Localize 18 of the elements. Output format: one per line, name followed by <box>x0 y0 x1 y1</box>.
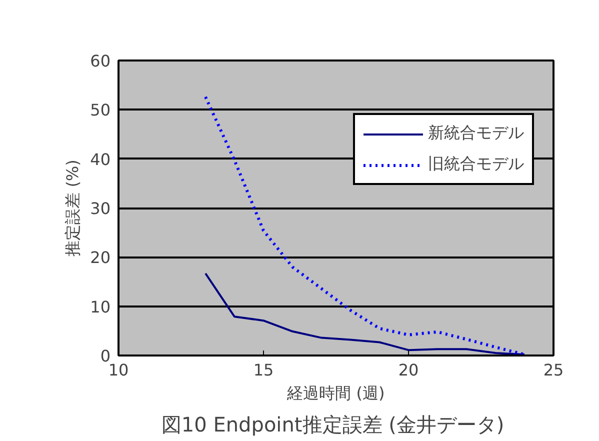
line-series <box>204 272 526 356</box>
text: 図10 Endpoint推定誤差 (金井データ) <box>161 412 504 436</box>
legend-label: 新統合モデル <box>428 123 524 144</box>
y-tick-label: 60 <box>90 52 110 70</box>
y-axis-title: 推定誤差 (%) <box>63 160 82 256</box>
y-tick-label: 30 <box>90 199 110 218</box>
x-tick-label: 25 <box>543 360 564 380</box>
y-tick-label: 50 <box>90 100 110 120</box>
y-tick-label: 20 <box>90 248 110 268</box>
x-tick-label: 10 <box>108 360 129 380</box>
x-tick-label: 20 <box>398 360 419 380</box>
y-tick-label: 0 <box>100 346 111 366</box>
line-series <box>204 95 526 356</box>
y-tick-label: 40 <box>90 150 110 169</box>
y-tick-label: 10 <box>90 297 110 316</box>
x-axis-title: 経過時間 (週) <box>286 384 385 402</box>
x-tick-label: 15 <box>253 360 274 380</box>
legend-label: 旧統合モデル <box>428 154 524 175</box>
